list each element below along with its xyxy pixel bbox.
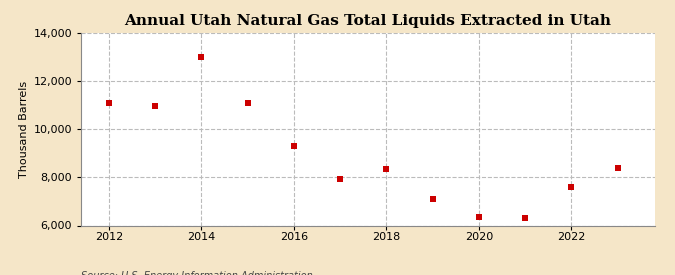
Point xyxy=(381,167,392,171)
Point xyxy=(427,197,438,201)
Point xyxy=(288,144,299,148)
Point xyxy=(335,176,346,181)
Point xyxy=(474,215,485,219)
Title: Annual Utah Natural Gas Total Liquids Extracted in Utah: Annual Utah Natural Gas Total Liquids Ex… xyxy=(124,14,612,28)
Text: Source: U.S. Energy Information Administration: Source: U.S. Energy Information Administ… xyxy=(81,271,313,275)
Point xyxy=(196,55,207,59)
Point xyxy=(103,101,114,105)
Y-axis label: Thousand Barrels: Thousand Barrels xyxy=(19,81,29,178)
Point xyxy=(150,104,161,109)
Point xyxy=(612,166,623,170)
Point xyxy=(566,185,577,189)
Point xyxy=(520,216,531,221)
Point xyxy=(242,101,253,105)
